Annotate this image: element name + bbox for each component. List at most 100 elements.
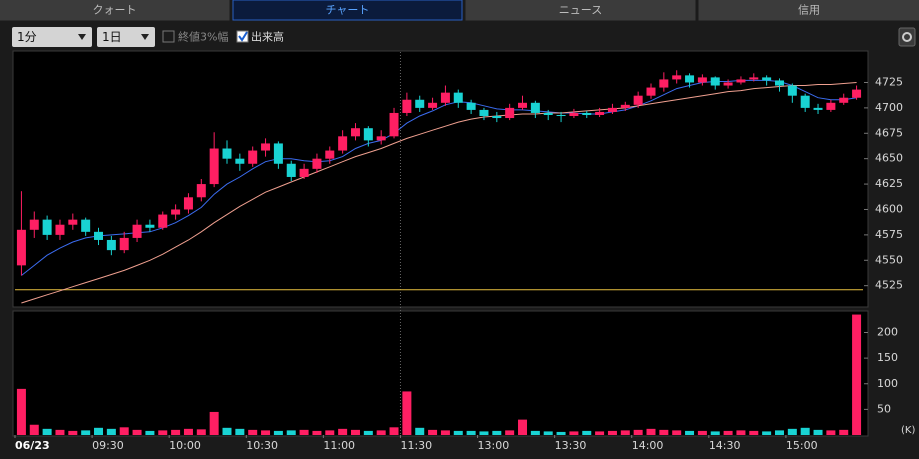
y-tick-label: 4700 [875, 101, 903, 114]
candle-body [81, 219, 91, 232]
volume-bar [286, 430, 296, 435]
candle-body [42, 219, 52, 235]
candle-body [453, 92, 463, 103]
volume-bar [402, 391, 412, 435]
candle-body [710, 77, 720, 86]
x-tick-label: 10:30 [246, 439, 278, 452]
volume-bar [415, 427, 425, 435]
period-select[interactable] [97, 27, 155, 47]
candle-body [119, 237, 129, 251]
candle-body [350, 128, 360, 137]
candle-body [68, 219, 78, 225]
y-tick-label: 4725 [875, 75, 903, 88]
volume-bar [158, 430, 168, 435]
volume-unit: (K) [901, 425, 915, 436]
volume-bar [389, 427, 399, 435]
volume-bar [505, 430, 515, 435]
volume-bar [29, 424, 39, 435]
volume-bar [440, 430, 450, 435]
volume-bar [492, 430, 502, 435]
x-tick-label: 11:30 [400, 439, 432, 452]
volume-bar [171, 429, 181, 435]
tab[interactable] [0, 0, 230, 21]
x-tick-label: 14:30 [709, 439, 741, 452]
volume-bar [16, 388, 26, 435]
volume-bar [723, 430, 733, 435]
y-tick-label: 4525 [875, 279, 903, 292]
candle-body [800, 95, 810, 108]
volume-bar [556, 431, 566, 435]
volume-bar [774, 430, 784, 435]
volume-bar [800, 427, 810, 435]
candle-body [158, 214, 168, 228]
candle-body [132, 224, 142, 238]
candle-body [697, 77, 707, 83]
x-tick-label: 15:00 [786, 439, 818, 452]
chart: 4525 4550 4575 4600 4625 4650 4675 4700 4725 50 10… [14, 52, 915, 452]
candle-body [774, 80, 784, 86]
candle-body [209, 148, 219, 185]
volume-bar [479, 431, 489, 435]
volume-bar [749, 430, 759, 435]
settings-button[interactable] [898, 27, 916, 47]
volume-bar [325, 430, 335, 435]
checkbox-label: 終値3%幅 [178, 30, 228, 44]
tab[interactable] [465, 0, 696, 21]
candle-body [29, 219, 39, 230]
volume-bar [248, 429, 258, 435]
tab-label: 信用 [798, 4, 820, 17]
y-tick-label: 4675 [875, 126, 903, 139]
x-tick-label: 13:00 [478, 439, 510, 452]
candle-body [183, 197, 193, 210]
volume-bar [659, 429, 669, 435]
y-tick-label: 4600 [875, 202, 903, 215]
volume-bar [839, 429, 849, 435]
tab[interactable] [698, 0, 919, 21]
price-panel [12, 50, 869, 308]
interval-select[interactable] [12, 27, 92, 47]
candle-body [106, 239, 116, 251]
candle-body [428, 102, 438, 108]
volume-bar [338, 428, 348, 435]
x-tick-label: 14:00 [632, 439, 664, 452]
volume-bar [633, 429, 643, 435]
candle-body [196, 184, 206, 198]
volume-bar [209, 411, 219, 435]
tab-label: ニュース [559, 4, 602, 17]
x-tick-label: 09:30 [92, 439, 124, 452]
candle-body [659, 79, 669, 88]
candle-body [363, 128, 373, 141]
volume-bar [826, 430, 836, 435]
volume-bar [530, 430, 540, 435]
volume-bar [762, 431, 772, 435]
volume-bar [646, 428, 656, 435]
volume-bar [736, 430, 746, 435]
checkbox[interactable] [236, 30, 249, 43]
dropdown-arrow [141, 34, 149, 40]
volume-bar [273, 430, 283, 435]
volume-bar [312, 430, 322, 435]
y-tick-label: 4625 [875, 177, 903, 190]
candle-body [55, 224, 65, 235]
tab[interactable] [232, 0, 463, 21]
gear-icon [902, 32, 912, 42]
volume-bar [852, 314, 862, 435]
candle-body [222, 148, 232, 159]
candle-body [402, 99, 412, 113]
volume-bar [42, 428, 52, 435]
candle-body [299, 168, 309, 177]
checkbox[interactable] [162, 30, 175, 43]
candle-body [749, 77, 759, 80]
candle-body [813, 107, 823, 110]
volume-y-tick-label: 100 [877, 377, 898, 390]
candle-body [518, 102, 528, 108]
candle-body [633, 95, 643, 105]
volume-bar [55, 429, 65, 435]
volume-bar [145, 430, 155, 435]
candle-body [787, 85, 797, 96]
volume-bar [466, 430, 476, 435]
candle-body [16, 229, 26, 266]
candle-body [171, 209, 181, 215]
candle-body [620, 104, 630, 108]
